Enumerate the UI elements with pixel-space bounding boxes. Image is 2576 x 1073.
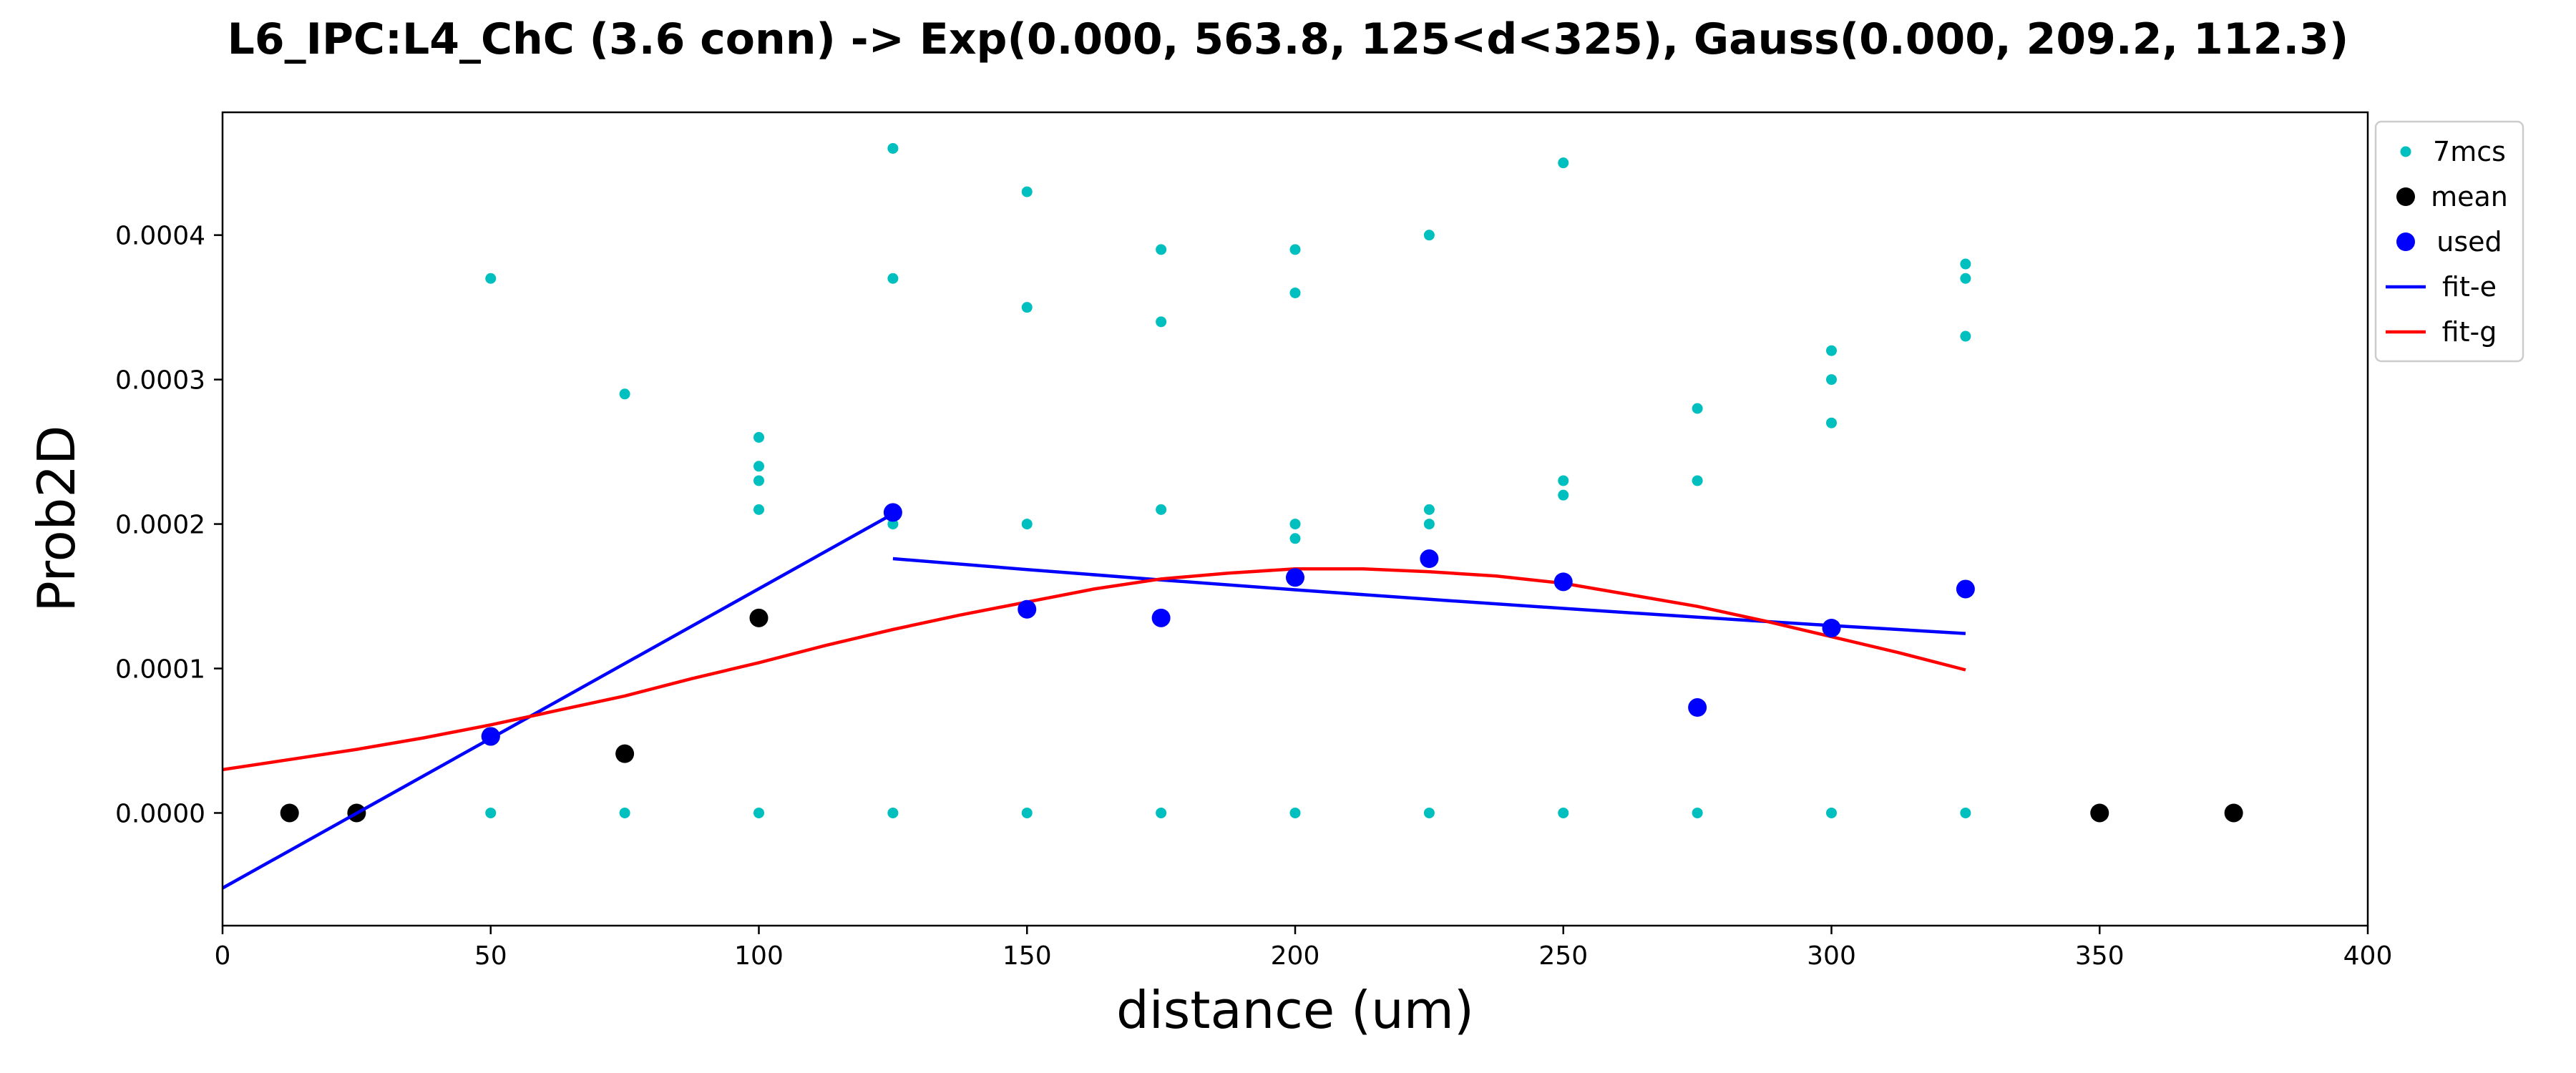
point-7mcs [1423, 230, 1435, 241]
y-tick-label: 0.0002 [115, 511, 205, 540]
point-used [1018, 599, 1037, 619]
point-used [1286, 568, 1304, 587]
point-used [1553, 572, 1573, 592]
chart-title: L6_IPC:L4_ChC (3.6 conn) -> Exp(0.000, 5… [228, 14, 2349, 64]
x-tick-label: 150 [1002, 941, 1052, 971]
fit-g-line [223, 567, 1966, 772]
x-tick-label: 300 [1807, 941, 1856, 971]
point-7mcs [1692, 475, 1703, 486]
point-7mcs [1423, 807, 1435, 818]
y-tick-label: 0.0003 [115, 366, 205, 396]
point-used [883, 503, 902, 522]
point-used [1151, 608, 1171, 627]
point-7mcs [1692, 403, 1703, 414]
point-7mcs [1021, 186, 1033, 197]
point-7mcs [1960, 330, 1971, 342]
fit-e-line [223, 512, 894, 890]
legend-box [2374, 120, 2524, 363]
point-used [1956, 579, 1975, 599]
point-mean [749, 608, 769, 627]
legend-label: used [2436, 226, 2502, 258]
point-7mcs [1558, 475, 1569, 486]
plot-frame [221, 111, 2369, 927]
point-7mcs [1692, 807, 1703, 818]
point-7mcs [887, 807, 899, 818]
point-7mcs [1826, 374, 1837, 386]
point-used [1822, 618, 1841, 637]
point-7mcs [1289, 287, 1301, 298]
axes: 0 50 100 150 200 250 300 350 400 0.0000 0.0001 0.00… [115, 222, 2392, 971]
legend-swatch [2396, 187, 2415, 206]
point-7mcs [753, 461, 764, 472]
point-7mcs [1558, 807, 1569, 818]
point-7mcs [1156, 504, 1167, 515]
legend-swatch [2400, 146, 2411, 157]
point-used [1688, 698, 1707, 717]
point-7mcs [753, 431, 764, 443]
point-7mcs [753, 475, 764, 486]
x-tick-label: 250 [1538, 941, 1588, 971]
point-mean [280, 803, 299, 823]
point-used [481, 727, 500, 746]
x-tick-label: 400 [2343, 941, 2393, 971]
point-7mcs [1021, 519, 1033, 530]
x-tick-label: 350 [2075, 941, 2124, 971]
point-mean [2224, 803, 2243, 823]
y-tick-label: 0.0004 [115, 222, 205, 251]
point-7mcs [1156, 316, 1167, 328]
point-mean [615, 744, 635, 763]
point-7mcs [1021, 807, 1033, 818]
x-tick-label: 50 [474, 941, 507, 971]
point-7mcs [619, 807, 630, 818]
legend-swatch [2396, 232, 2415, 251]
point-7mcs [1826, 417, 1837, 428]
point-7mcs [887, 273, 899, 284]
legend-label: fit-e [2442, 271, 2497, 303]
plot-area [223, 142, 2243, 890]
y-tick-label: 0.0001 [115, 655, 205, 685]
point-7mcs [1423, 504, 1435, 515]
point-7mcs [1289, 244, 1301, 255]
point-7mcs [1960, 273, 1971, 284]
point-7mcs [887, 142, 899, 154]
x-axis-label: distance (um) [1116, 980, 1474, 1040]
point-7mcs [1558, 157, 1569, 169]
point-7mcs [1289, 807, 1301, 818]
fit-e-line [892, 557, 1966, 635]
point-7mcs [753, 504, 764, 515]
x-tick-label: 0 [215, 941, 231, 971]
point-7mcs [753, 807, 764, 818]
point-7mcs [1423, 519, 1435, 530]
point-7mcs [1826, 345, 1837, 356]
point-used [1420, 549, 1439, 569]
legend-label: mean [2431, 181, 2508, 212]
point-7mcs [1156, 244, 1167, 255]
point-mean [2090, 803, 2109, 823]
point-7mcs [1289, 533, 1301, 544]
point-7mcs [1289, 519, 1301, 530]
y-axis-label: Prob2D [26, 425, 87, 612]
legend-label: 7mcs [2433, 136, 2506, 167]
legend-label: fit-g [2442, 316, 2497, 348]
legend: 7mcs mean used fit-e fit-g [2374, 120, 2524, 363]
point-7mcs [1960, 807, 1971, 818]
x-tick-label: 200 [1271, 941, 1320, 971]
point-7mcs [1021, 302, 1033, 313]
point-7mcs [485, 807, 497, 818]
point-7mcs [1960, 258, 1971, 270]
point-7mcs [619, 388, 630, 400]
point-7mcs [1558, 489, 1569, 501]
series-layer [223, 142, 2243, 890]
point-7mcs [485, 273, 497, 284]
point-7mcs [1156, 807, 1167, 818]
x-tick-label: 100 [734, 941, 784, 971]
y-tick-label: 0.0000 [115, 799, 205, 828]
point-7mcs [1826, 807, 1837, 818]
